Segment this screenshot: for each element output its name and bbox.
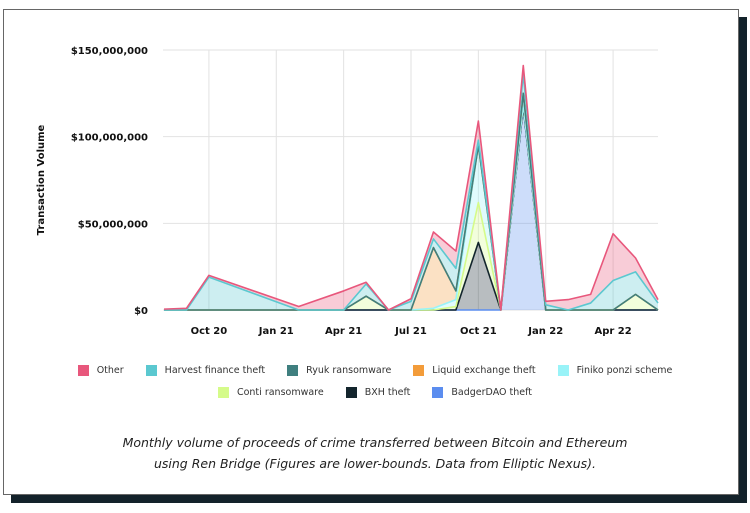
y-tick-label: $150,000,000 xyxy=(71,46,148,57)
x-tick-label: Jul 21 xyxy=(394,326,427,337)
legend-label: BXH theft xyxy=(364,387,411,398)
legend-item[interactable]: BadgerDAO theft xyxy=(432,387,532,398)
x-axis: Oct 20 Jan 21 Apr 21 Jul 21 Oct 21 Jan 22 Apr … xyxy=(191,326,632,337)
caption-line-2: using Ren Bridge (Figures are lower-boun… xyxy=(153,456,597,471)
legend-row-2: Conti ransomware BXH theft BadgerDAO theft xyxy=(0,387,750,398)
y-tick-label: $50,000,000 xyxy=(78,219,148,230)
legend-label: Conti ransomware xyxy=(236,387,324,398)
caption: Monthly volume of proceeds of crime tran… xyxy=(0,432,750,474)
legend-item[interactable]: Harvest finance theft xyxy=(145,365,266,376)
legend-item[interactable]: Finiko ponzi scheme xyxy=(557,365,673,376)
legend-item[interactable]: Liquid exchange theft xyxy=(413,365,536,376)
legend-item[interactable]: Conti ransomware xyxy=(217,387,324,398)
legend-swatch xyxy=(287,365,299,376)
lines xyxy=(163,64,659,311)
legend-row-1: Other Harvest finance theft Ryuk ransomwar… xyxy=(0,365,750,376)
x-tick-label: Apr 21 xyxy=(325,326,362,337)
legend-swatch xyxy=(345,387,357,398)
chart-card xyxy=(3,9,739,495)
x-tick-label: Apr 22 xyxy=(594,326,631,337)
area-badgerdao-theft xyxy=(164,107,658,310)
line-harvest-finance-theft xyxy=(164,73,659,311)
legend-label: Harvest finance theft xyxy=(164,365,266,376)
legend-item[interactable]: Other xyxy=(77,365,124,376)
legend-swatch xyxy=(77,365,89,376)
area-harvest-finance-theft xyxy=(164,74,658,311)
legend-label: Liquid exchange theft xyxy=(432,365,536,376)
y-axis-label: Transaction Volume xyxy=(36,124,47,235)
legend-swatch xyxy=(217,387,229,398)
legend-swatch xyxy=(145,365,157,376)
x-tick-label: Jan 22 xyxy=(527,326,563,337)
grid xyxy=(163,49,658,311)
legend-label: Finiko ponzi scheme xyxy=(576,365,673,376)
legend-label: Ryuk ransomware xyxy=(306,365,392,376)
legend-swatch xyxy=(557,365,569,376)
areas xyxy=(164,65,658,311)
x-tick-label: Oct 21 xyxy=(460,326,497,337)
legend-item[interactable]: BXH theft xyxy=(345,387,411,398)
legend-item[interactable]: Ryuk ransomware xyxy=(287,365,391,376)
y-tick-label: $0 xyxy=(134,306,148,317)
y-tick-label: $100,000,000 xyxy=(71,133,148,144)
legend-swatch xyxy=(432,387,444,398)
legend-label: Other xyxy=(96,365,124,376)
line-other xyxy=(163,64,659,311)
x-tick-label: Jan 21 xyxy=(258,326,294,337)
y-axis: $0 $50,000,000 $100,000,000 $150,000,000 xyxy=(71,46,148,317)
legend-swatch xyxy=(413,365,425,376)
x-tick-label: Oct 20 xyxy=(191,326,228,337)
caption-line-1: Monthly volume of proceeds of crime tran… xyxy=(122,435,628,450)
legend-label: BadgerDAO theft xyxy=(451,387,533,398)
